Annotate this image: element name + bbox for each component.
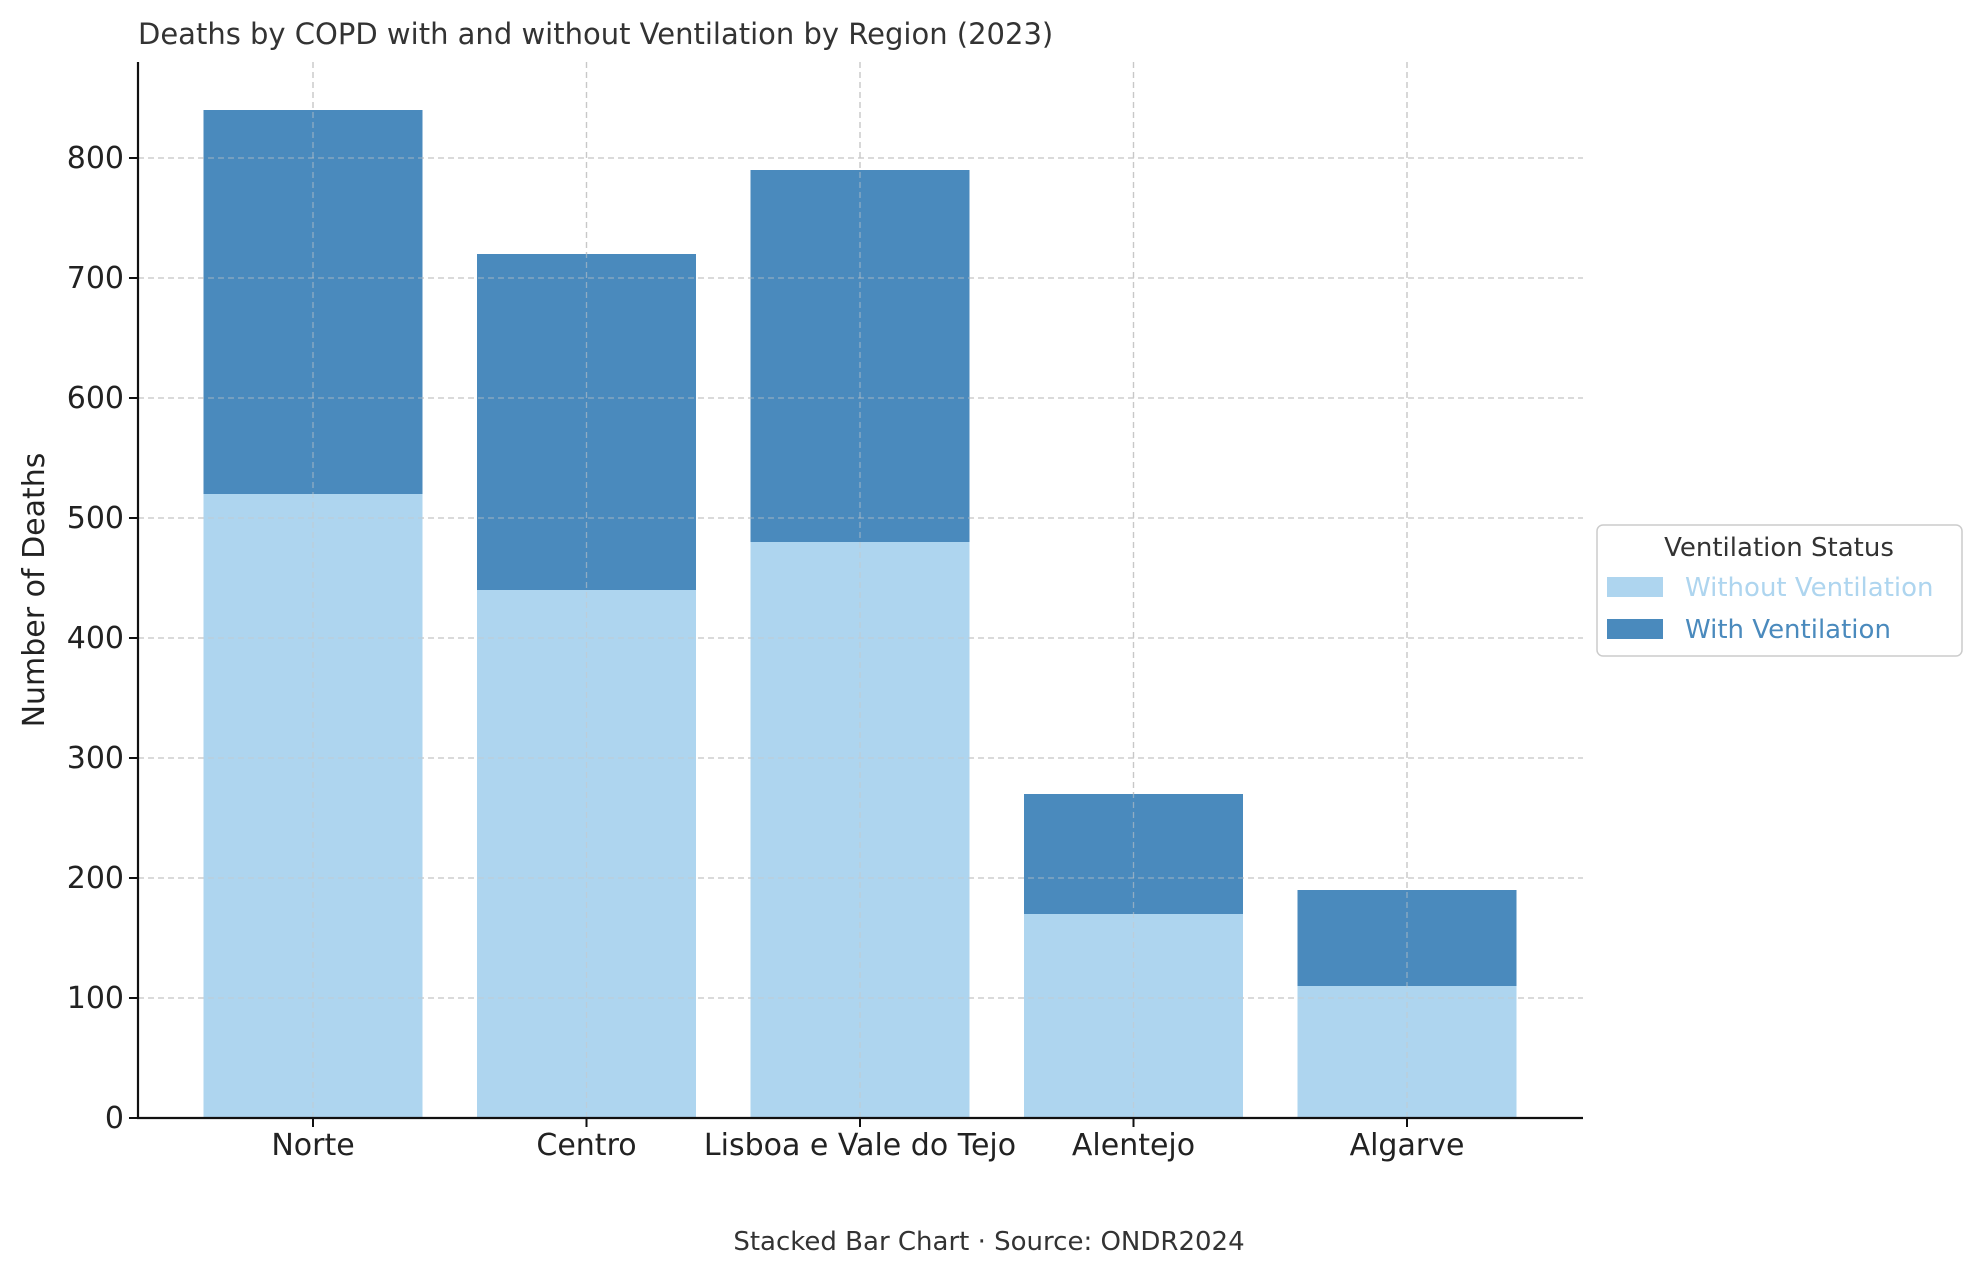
y-tick-label: 100 (67, 981, 124, 1016)
y-ticks: 0 100 200 300 400 500 600 700 800 (67, 141, 138, 1136)
legend-label: With Ventilation (1685, 615, 1891, 645)
y-tick-label: 200 (67, 861, 124, 896)
y-tick-label: 300 (67, 741, 124, 776)
x-tick-label: Centro (536, 1128, 636, 1163)
legend-label: Without Ventilation (1685, 573, 1934, 603)
y-tick-label: 800 (67, 141, 124, 176)
y-axis-label: Number of Deaths (17, 453, 52, 728)
y-tick-label: 600 (67, 381, 124, 416)
y-tick-label: 400 (67, 621, 124, 656)
x-tick-label: Algarve (1350, 1128, 1465, 1163)
legend-box (1596, 524, 1963, 657)
chart-caption: Stacked Bar Chart · Source: ONDR2024 (733, 1227, 1244, 1257)
legend: Ventilation Status Without Ventilation Wi… (1596, 524, 1963, 657)
x-ticks: Norte Centro Lisboa e Vale do Tejo Alentejo… (271, 1118, 1464, 1163)
x-tick-label: Alentejo (1072, 1128, 1195, 1163)
legend-swatch (1607, 619, 1663, 639)
bars (138, 62, 1583, 1118)
y-tick-label: 0 (105, 1101, 124, 1136)
y-tick-label: 700 (67, 261, 124, 296)
x-tick-label: Norte (271, 1128, 354, 1163)
legend-swatch (1607, 577, 1663, 597)
y-tick-label: 500 (67, 501, 124, 536)
bar-without-ventilation (750, 542, 970, 1118)
chart-title: Deaths by COPD with and without Ventilat… (138, 17, 1053, 51)
legend-title: Ventilation Status (1664, 533, 1894, 563)
x-tick-label: Lisboa e Vale do Tejo (704, 1128, 1016, 1163)
